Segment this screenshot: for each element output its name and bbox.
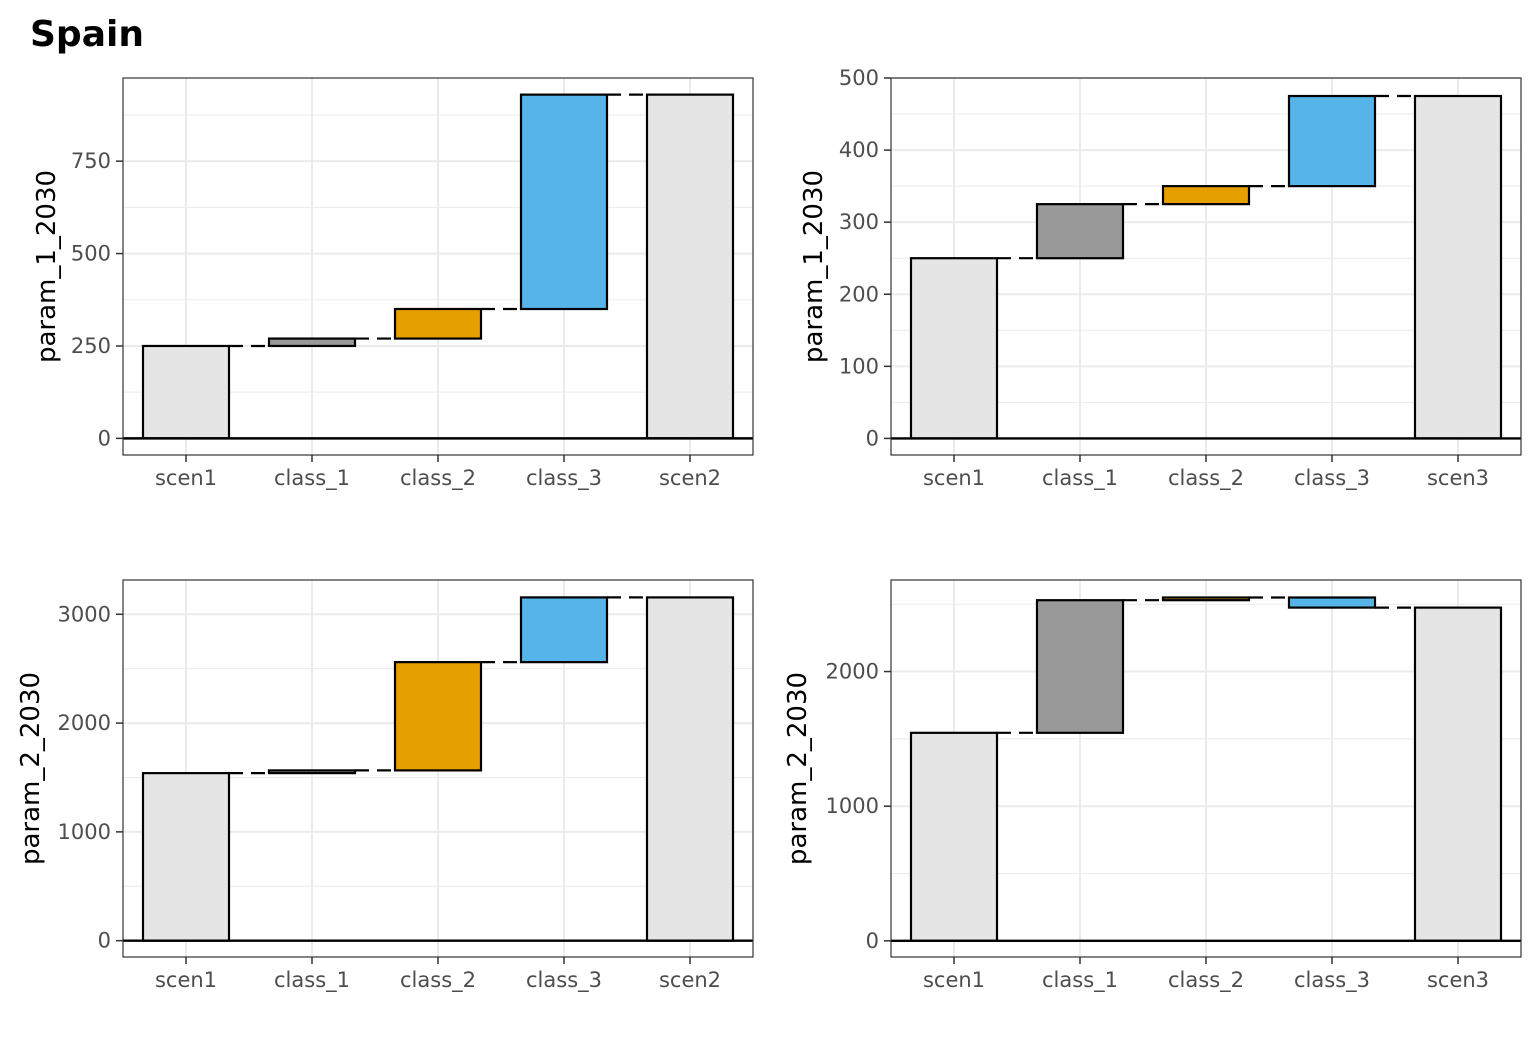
x-tick-label: class_3 (1294, 968, 1370, 993)
y-tick-label: 3000 (58, 602, 111, 626)
x-tick-label: class_3 (526, 968, 602, 993)
chart-panel-1: 0 250 500 750 scen1 class_1 class_2 class_3 scen… (32, 77, 754, 491)
bar-class_3 (1287, 94, 1377, 188)
bar-class_3 (1287, 596, 1377, 609)
y-tick-label: 0 (866, 929, 879, 953)
y-tick-label: 2000 (58, 711, 111, 735)
bar-scen2 (645, 596, 735, 942)
bar-class_1 (1035, 203, 1125, 260)
x-tick-label: class_2 (1168, 968, 1244, 993)
y-tick-label: 400 (839, 138, 879, 162)
bar-class_2 (1161, 596, 1251, 602)
x-tick-label: scen1 (923, 466, 985, 490)
x-tick-label: class_1 (274, 466, 350, 491)
bar-class_2 (393, 307, 483, 340)
bar-scen1 (909, 731, 999, 942)
y-tick-label: 0 (98, 929, 111, 953)
bar-class_1 (1035, 599, 1125, 734)
x-tick-label: class_1 (1042, 466, 1118, 491)
y-axis-title: param_1_2030 (799, 170, 829, 363)
bar-class_2 (1161, 185, 1251, 206)
y-axis-title: param_1_2030 (32, 170, 62, 363)
x-tick-label: scen2 (659, 466, 721, 490)
y-tick-label: 200 (839, 282, 879, 306)
y-tick-label: 100 (839, 354, 879, 378)
y-tick-label: 0 (866, 426, 879, 450)
y-tick-label: 500 (839, 66, 879, 90)
x-tick-label: scen3 (1427, 466, 1489, 490)
y-tick-label: 0 (98, 426, 111, 450)
bar-scen1 (141, 772, 231, 942)
y-tick-label: 250 (71, 334, 111, 358)
x-tick-label: scen1 (155, 466, 217, 490)
bar-class_3 (519, 93, 609, 311)
y-tick-label: 750 (71, 149, 111, 173)
bar-class_3 (519, 596, 609, 664)
x-tick-label: class_1 (1042, 968, 1118, 993)
x-tick-label: class_2 (400, 968, 476, 993)
y-axis-title: param_2_2030 (783, 672, 813, 865)
bar-class_2 (393, 661, 483, 772)
chart-panel-4: 0 1000 2000 scen1 class_1 class_2 class_3 scen3… (783, 579, 1522, 993)
bar-scen3 (1413, 94, 1503, 440)
y-tick-label: 1000 (826, 794, 879, 818)
bar-scen3 (1413, 606, 1503, 942)
y-axis-title: param_2_2030 (16, 672, 46, 865)
y-tick-label: 500 (71, 242, 111, 266)
y-tick-label: 300 (839, 210, 879, 234)
x-tick-label: scen3 (1427, 968, 1489, 992)
x-tick-label: class_2 (1168, 466, 1244, 491)
bar-class_1 (267, 769, 357, 775)
y-tick-label: 1000 (58, 820, 111, 844)
chart-panel-2: 0 100 200 300 400 500 scen1 class_1 class_2 class… (799, 66, 1522, 491)
chart-panel-3: 0 1000 2000 3000 scen1 class_1 class_2 class_3 s… (16, 579, 754, 993)
x-tick-label: class_2 (400, 466, 476, 491)
bar-scen1 (141, 344, 231, 440)
bar-scen1 (909, 257, 999, 440)
x-tick-label: class_3 (1294, 466, 1370, 491)
x-tick-label: class_3 (526, 466, 602, 491)
bar-class_1 (267, 337, 357, 348)
y-tick-label: 2000 (826, 660, 879, 684)
x-tick-label: class_1 (274, 968, 350, 993)
bar-scen2 (645, 93, 735, 440)
x-tick-label: scen2 (659, 968, 721, 992)
page-title: Spain (30, 14, 144, 55)
x-tick-label: scen1 (923, 968, 985, 992)
x-tick-label: scen1 (155, 968, 217, 992)
